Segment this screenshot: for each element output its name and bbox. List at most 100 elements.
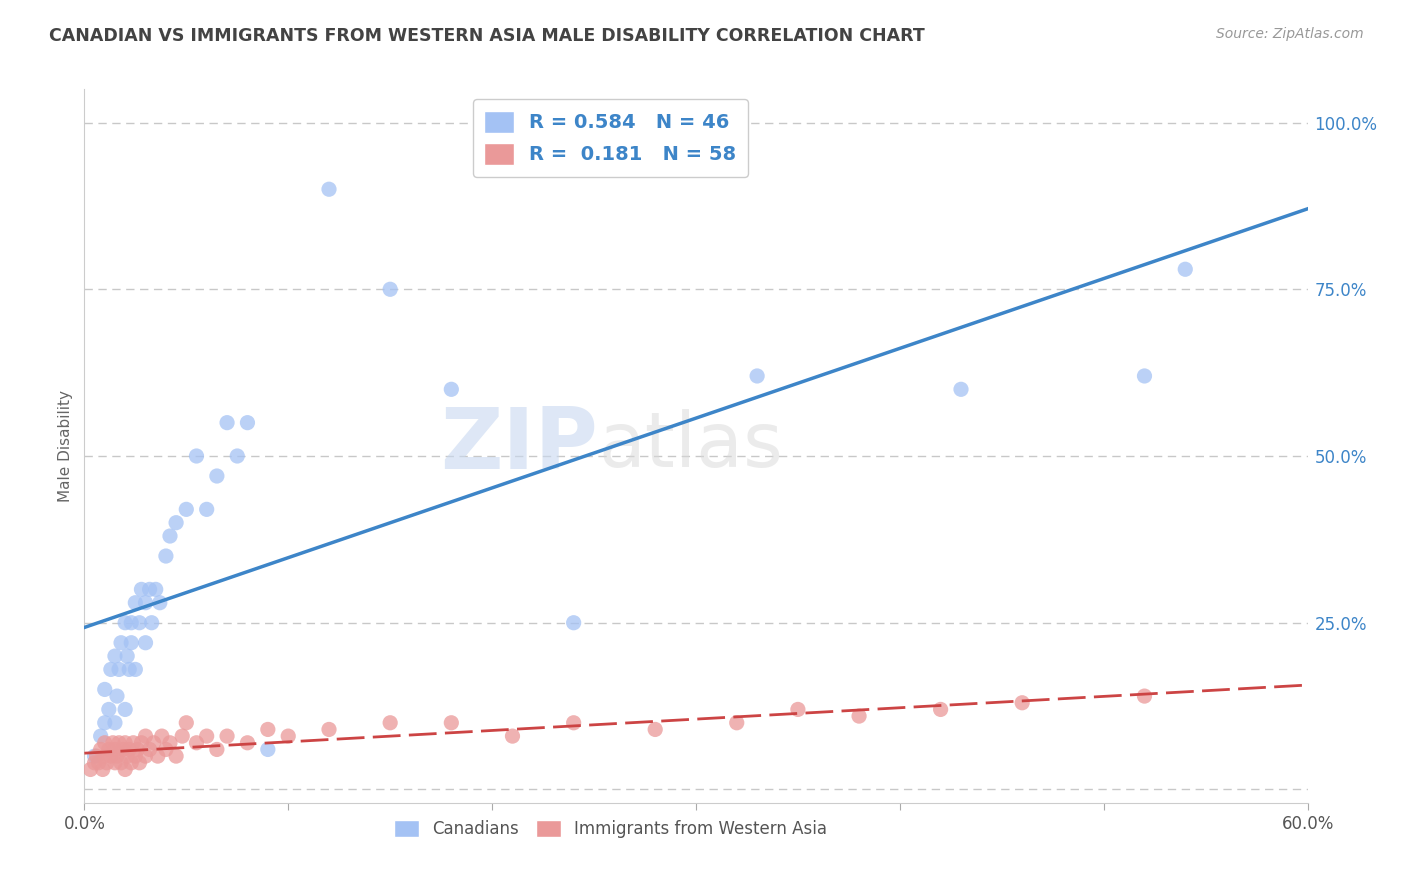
Point bbox=[104, 715, 127, 730]
Point bbox=[440, 382, 463, 396]
Point bbox=[83, 749, 105, 764]
Point bbox=[174, 715, 197, 730]
Text: CANADIAN VS IMMIGRANTS FROM WESTERN ASIA MALE DISABILITY CORRELATION CHART: CANADIAN VS IMMIGRANTS FROM WESTERN ASIA… bbox=[49, 27, 925, 45]
Point bbox=[108, 736, 131, 750]
Point bbox=[114, 763, 136, 777]
Point bbox=[135, 596, 157, 610]
Point bbox=[124, 749, 146, 764]
Point bbox=[138, 582, 160, 597]
Point bbox=[195, 502, 218, 516]
Point bbox=[83, 756, 105, 770]
Point bbox=[1133, 689, 1156, 703]
Point bbox=[101, 736, 124, 750]
Point bbox=[217, 416, 239, 430]
Point bbox=[848, 709, 870, 723]
Point bbox=[146, 749, 169, 764]
Point bbox=[120, 636, 142, 650]
Point bbox=[93, 715, 115, 730]
Point bbox=[787, 702, 810, 716]
Point bbox=[118, 662, 141, 676]
Point bbox=[114, 736, 136, 750]
Point bbox=[100, 662, 122, 676]
Point bbox=[122, 736, 145, 750]
Point bbox=[644, 723, 666, 737]
Point bbox=[124, 662, 146, 676]
Point bbox=[950, 382, 973, 396]
Point bbox=[93, 736, 115, 750]
Point bbox=[100, 749, 122, 764]
Point bbox=[93, 749, 115, 764]
Point bbox=[159, 529, 181, 543]
Point bbox=[135, 749, 157, 764]
Point bbox=[236, 416, 259, 430]
Point bbox=[747, 368, 769, 383]
Point bbox=[90, 742, 112, 756]
Point bbox=[91, 763, 114, 777]
Point bbox=[145, 582, 167, 597]
Point bbox=[114, 615, 136, 630]
Point bbox=[131, 582, 153, 597]
Point bbox=[110, 636, 132, 650]
Point bbox=[105, 749, 128, 764]
Point bbox=[318, 182, 340, 196]
Point bbox=[108, 662, 131, 676]
Point bbox=[195, 729, 218, 743]
Point bbox=[257, 742, 280, 756]
Point bbox=[90, 729, 112, 743]
Point bbox=[138, 742, 160, 756]
Point bbox=[96, 756, 118, 770]
Point bbox=[135, 729, 157, 743]
Point bbox=[93, 682, 115, 697]
Point bbox=[115, 649, 138, 664]
Point bbox=[150, 729, 173, 743]
Point bbox=[159, 736, 181, 750]
Point bbox=[725, 715, 748, 730]
Point bbox=[155, 549, 177, 563]
Point bbox=[115, 749, 138, 764]
Point bbox=[97, 702, 120, 716]
Point bbox=[149, 596, 172, 610]
Point bbox=[205, 742, 228, 756]
Point bbox=[380, 282, 402, 296]
Point bbox=[112, 742, 135, 756]
Y-axis label: Male Disability: Male Disability bbox=[58, 390, 73, 502]
Point bbox=[87, 756, 110, 770]
Point bbox=[562, 615, 585, 630]
Point bbox=[562, 715, 585, 730]
Point bbox=[929, 702, 952, 716]
Point bbox=[104, 742, 127, 756]
Legend: Canadians, Immigrants from Western Asia: Canadians, Immigrants from Western Asia bbox=[387, 813, 834, 845]
Point bbox=[135, 636, 157, 650]
Point bbox=[155, 742, 177, 756]
Point bbox=[118, 742, 141, 756]
Point bbox=[120, 756, 142, 770]
Point bbox=[104, 756, 127, 770]
Point bbox=[86, 749, 108, 764]
Text: Source: ZipAtlas.com: Source: ZipAtlas.com bbox=[1216, 27, 1364, 41]
Point bbox=[502, 729, 524, 743]
Point bbox=[236, 736, 259, 750]
Point bbox=[124, 596, 146, 610]
Point bbox=[141, 615, 163, 630]
Point bbox=[110, 756, 132, 770]
Point bbox=[97, 742, 120, 756]
Point bbox=[104, 649, 127, 664]
Point bbox=[440, 715, 463, 730]
Point bbox=[1174, 262, 1197, 277]
Point bbox=[186, 736, 208, 750]
Point bbox=[128, 756, 150, 770]
Point bbox=[217, 729, 239, 743]
Point bbox=[1133, 368, 1156, 383]
Point bbox=[79, 763, 101, 777]
Point bbox=[1011, 696, 1033, 710]
Text: ZIP: ZIP bbox=[440, 404, 598, 488]
Point bbox=[172, 729, 194, 743]
Point bbox=[205, 469, 228, 483]
Point bbox=[105, 689, 128, 703]
Point bbox=[142, 736, 165, 750]
Point bbox=[131, 736, 153, 750]
Point bbox=[226, 449, 249, 463]
Point bbox=[174, 502, 197, 516]
Point bbox=[120, 615, 142, 630]
Point bbox=[127, 742, 149, 756]
